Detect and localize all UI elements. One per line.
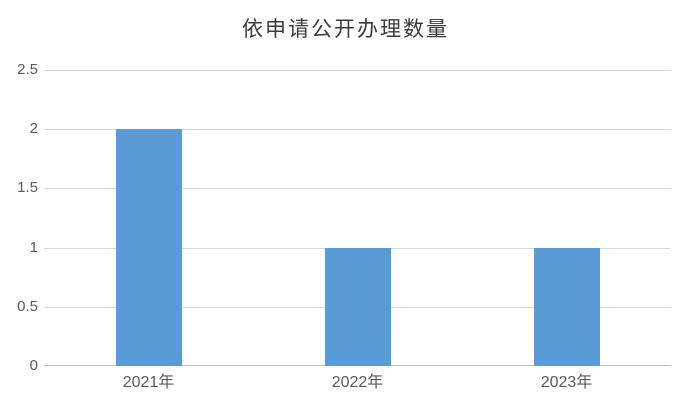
bar-2021年 bbox=[115, 129, 182, 366]
x-axis-category-label: 2022年 bbox=[331, 374, 384, 391]
bar-2022年 bbox=[324, 247, 391, 366]
y-axis-tick-label: 1.5 bbox=[17, 179, 38, 197]
gridline bbox=[44, 70, 671, 71]
y-axis-tick-label: 1 bbox=[29, 238, 38, 256]
y-axis-tick-label: 0.5 bbox=[17, 297, 38, 315]
plot-area bbox=[44, 70, 671, 366]
gridline bbox=[44, 129, 671, 131]
bar-2023年 bbox=[533, 247, 600, 366]
x-axis-category-label: 2023年 bbox=[540, 374, 593, 391]
chart-title: 依申请公开办理数量 bbox=[242, 17, 449, 41]
y-axis-tick-label: 2.5 bbox=[17, 61, 38, 78]
x-axis-category-label: 2021年 bbox=[122, 374, 175, 391]
y-axis-tick-label: 2 bbox=[29, 120, 38, 138]
y-axis-tick-label: 0 bbox=[29, 357, 38, 374]
gridline bbox=[44, 188, 671, 190]
